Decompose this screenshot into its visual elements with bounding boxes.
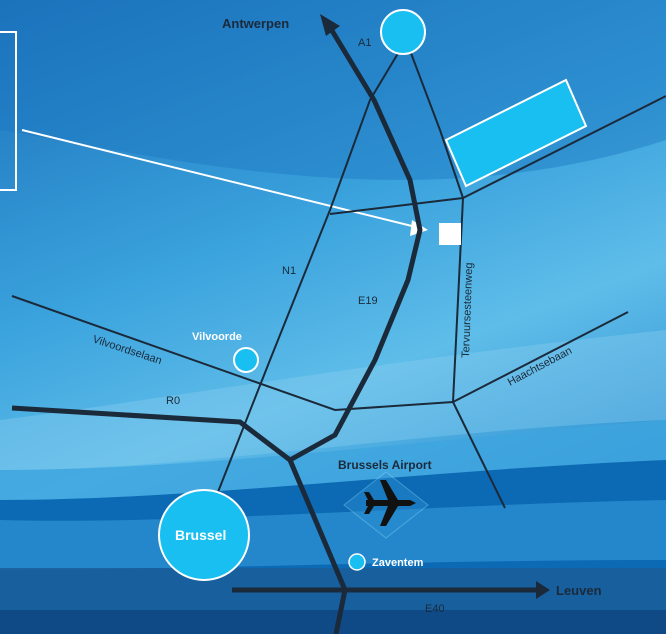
label-r0: R0 — [166, 395, 180, 407]
road-r0 — [11, 405, 292, 462]
airplane-icon — [364, 480, 416, 526]
marker-vilvoorde — [233, 347, 259, 373]
background-swoosh — [0, 330, 666, 470]
road-connector — [329, 197, 464, 215]
label-e40: E40 — [425, 603, 445, 615]
label-brussels-airport: Brussels Airport — [338, 458, 432, 472]
label-antwerpen: Antwerpen — [222, 16, 289, 31]
label-leuven: Leuven — [556, 583, 602, 598]
label-n1: N1 — [282, 265, 296, 277]
marker-zaventem — [348, 553, 366, 571]
location-marker — [439, 223, 461, 245]
background-band — [0, 610, 666, 634]
road-tervuursesteenweg — [452, 197, 464, 403]
label-e19: E19 — [358, 295, 378, 307]
road-east — [462, 95, 666, 199]
label-a1: A1 — [358, 37, 371, 49]
arrow-antwerpen — [320, 14, 340, 36]
road-south-east — [452, 401, 506, 509]
road-vilvoordselaan — [11, 295, 454, 412]
road-haachtsebaan — [452, 311, 629, 403]
marker-circle-north — [380, 9, 426, 55]
road-north-east — [405, 39, 464, 199]
road-n1 — [217, 39, 407, 493]
label-brussel: Brussel — [175, 527, 226, 543]
building-block — [444, 78, 588, 188]
label-zaventem: Zaventem — [372, 557, 424, 569]
callout-box — [0, 31, 17, 191]
arrow-leuven — [536, 581, 550, 599]
label-tervuursesteenweg: Tervuursesteenweg — [460, 262, 475, 358]
marker-brussel — [158, 489, 250, 581]
road-e19 — [288, 22, 423, 463]
label-vilvoorde: Vilvoorde — [192, 331, 242, 343]
